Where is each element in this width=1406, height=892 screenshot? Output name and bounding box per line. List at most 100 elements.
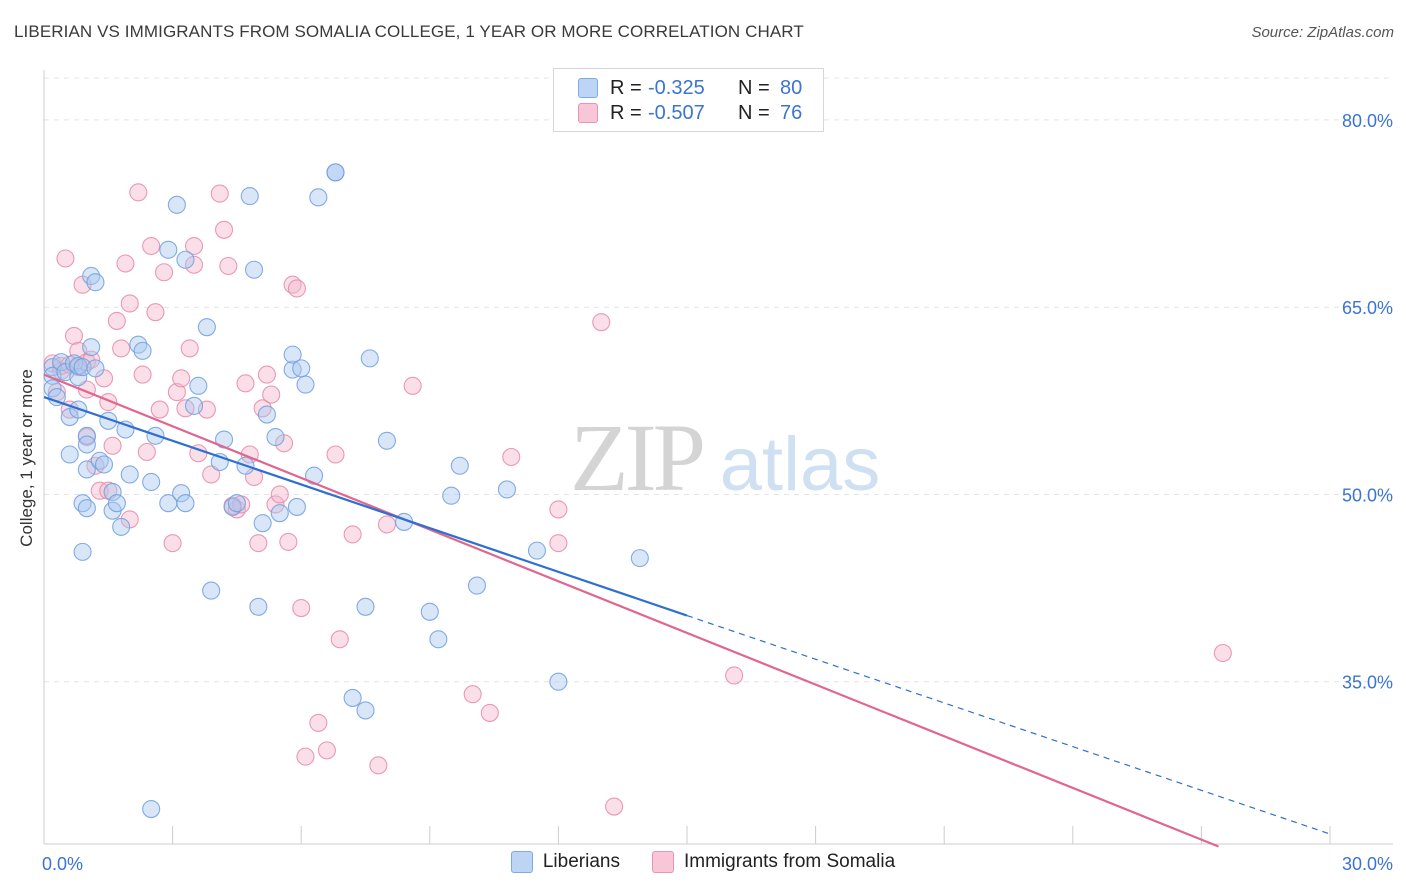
- watermark-atlas: atlas: [720, 422, 881, 507]
- point-somalia: [549, 500, 568, 519]
- point-liberians: [167, 195, 186, 214]
- point-somalia: [172, 369, 191, 388]
- point-somalia: [180, 339, 199, 358]
- point-liberians: [497, 480, 517, 499]
- point-liberians: [377, 431, 396, 450]
- y-axis-label: College, 1 year or more: [17, 369, 36, 547]
- point-liberians: [326, 163, 345, 182]
- point-somalia: [377, 515, 396, 534]
- watermark: ZIP atlas: [570, 404, 880, 511]
- point-liberians: [292, 359, 311, 378]
- point-liberians: [266, 427, 285, 447]
- point-liberians: [107, 494, 126, 513]
- point-liberians: [60, 445, 79, 464]
- legend-n-label: N =: [738, 76, 770, 99]
- point-somalia: [120, 294, 139, 313]
- point-somalia: [142, 236, 161, 256]
- point-liberians: [176, 494, 195, 513]
- point-liberians: [52, 353, 71, 372]
- point-liberians: [77, 460, 96, 479]
- trend-lines: [43, 373, 1331, 848]
- legend-item-somalia: Immigrants from Somalia: [651, 851, 896, 873]
- point-liberians: [244, 260, 264, 279]
- point-somalia: [137, 442, 156, 462]
- axis-labels: 80.0% 65.0% 50.0% 35.0% 0.0% 30.0%: [42, 111, 1393, 874]
- point-liberians: [197, 318, 216, 337]
- point-liberians: [94, 455, 114, 474]
- point-somalia: [296, 747, 315, 766]
- legend-row-liberians: R = -0.325 N = 80: [578, 76, 802, 100]
- y-tick-label: 65.0%: [1342, 298, 1393, 318]
- point-somalia: [326, 445, 345, 464]
- point-liberians: [172, 484, 191, 503]
- point-somalia: [309, 713, 328, 732]
- trend-line-liberians: [43, 396, 688, 617]
- legend-label-somalia: Immigrants from Somalia: [683, 851, 896, 872]
- watermark-zip: ZIP: [570, 404, 703, 511]
- point-liberians: [442, 486, 461, 505]
- y-tick-label: 50.0%: [1342, 485, 1393, 505]
- point-liberians: [142, 799, 161, 819]
- stats-legend: R = -0.325 N = 80 R = -0.507 N = 76: [553, 68, 824, 132]
- point-liberians: [227, 494, 246, 513]
- point-liberians: [630, 549, 649, 568]
- legend-r-label: R =: [610, 101, 642, 124]
- axis-ticks: [43, 826, 1331, 844]
- point-somalia: [257, 365, 276, 384]
- point-somalia: [549, 534, 568, 553]
- point-liberians: [450, 456, 469, 475]
- point-somalia: [343, 525, 362, 544]
- point-liberians: [73, 358, 92, 377]
- legend-swatch-somalia: [651, 851, 674, 873]
- point-somalia: [236, 374, 255, 393]
- point-liberians: [240, 187, 259, 206]
- point-somalia: [249, 534, 268, 553]
- legend-n-value: 76: [780, 101, 803, 124]
- point-somalia: [292, 599, 311, 618]
- x-tick-label: 30.0%: [1342, 854, 1393, 874]
- trend-line-somalia: [43, 373, 1219, 848]
- y-tick-label: 35.0%: [1342, 673, 1393, 693]
- point-somalia: [154, 263, 174, 282]
- point-liberians: [159, 240, 178, 259]
- legend-item-liberians: Liberians: [510, 851, 620, 873]
- series-somalia-points: [43, 183, 1232, 816]
- point-liberians: [77, 435, 96, 454]
- point-somalia: [287, 279, 306, 298]
- legend-r-label: R =: [610, 76, 642, 99]
- point-liberians: [82, 338, 101, 357]
- point-liberians: [270, 504, 289, 523]
- legend-r-value: -0.325: [648, 76, 705, 99]
- x-tick-label: 0.0%: [42, 854, 83, 874]
- point-liberians: [142, 472, 161, 492]
- point-liberians: [253, 514, 272, 533]
- point-liberians: [249, 597, 268, 616]
- point-liberians: [429, 630, 448, 649]
- axes: [43, 70, 1393, 845]
- point-liberians: [86, 273, 105, 292]
- point-liberians: [202, 581, 221, 600]
- point-somalia: [725, 666, 744, 685]
- point-somalia: [480, 703, 499, 722]
- point-somalia: [202, 465, 221, 484]
- point-somalia: [184, 255, 204, 274]
- point-somalia: [107, 311, 126, 330]
- point-liberians: [549, 672, 568, 691]
- point-somalia: [146, 303, 165, 322]
- point-somalia: [403, 376, 422, 395]
- point-somalia: [150, 400, 169, 419]
- point-liberians: [356, 597, 375, 616]
- point-somalia: [219, 256, 238, 276]
- point-liberians: [133, 341, 152, 360]
- point-liberians: [112, 517, 131, 536]
- legend-swatch-liberians: [510, 851, 533, 873]
- legend-n-value: 80: [780, 76, 803, 99]
- point-somalia: [210, 184, 229, 203]
- point-liberians: [86, 359, 105, 378]
- point-liberians: [527, 541, 547, 560]
- point-liberians: [296, 375, 315, 394]
- legend-n-label: N =: [738, 101, 770, 124]
- point-somalia: [330, 630, 349, 649]
- point-liberians: [360, 349, 379, 368]
